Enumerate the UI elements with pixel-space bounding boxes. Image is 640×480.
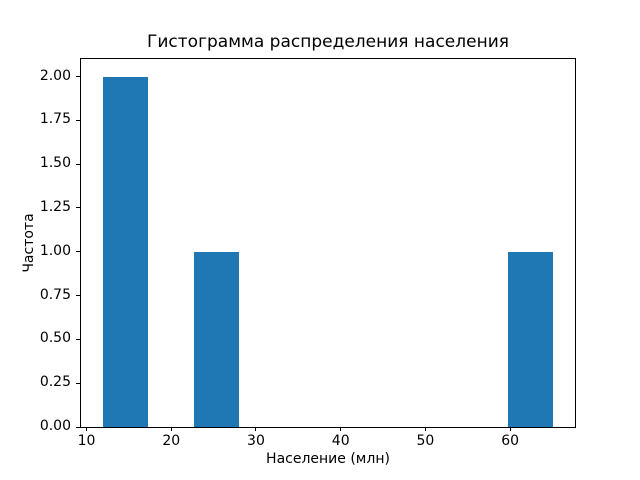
y-tick-label: 1.25 bbox=[39, 198, 71, 215]
y-tick-mark bbox=[76, 76, 80, 78]
y-tick-mark bbox=[76, 207, 80, 209]
y-tick-mark bbox=[76, 382, 80, 384]
y-tick-label: 0.75 bbox=[39, 286, 71, 303]
x-axis-label: Население (млн) bbox=[266, 451, 390, 467]
y-tick-label: 0.50 bbox=[39, 330, 71, 347]
histogram-bar bbox=[193, 251, 239, 427]
x-tick-mark bbox=[340, 427, 342, 431]
y-tick-label: 1.00 bbox=[39, 242, 71, 259]
y-tick-mark bbox=[76, 163, 80, 165]
x-tick-mark bbox=[170, 427, 172, 431]
x-tick-mark bbox=[86, 427, 87, 431]
chart-title: Гистограмма распределения населения bbox=[147, 32, 509, 52]
x-tick-label: 20 bbox=[162, 433, 181, 449]
plot-area: 10 20 30 40 50 60 0.00 0.25 0.50 0.75 1.00 1.25 1.50… bbox=[40, 58, 576, 449]
y-tick-label: 2.00 bbox=[39, 67, 71, 84]
y-tick-mark bbox=[76, 295, 80, 297]
y-tick-label: 1.50 bbox=[39, 155, 71, 172]
y-tick-mark bbox=[76, 338, 80, 340]
y-tick-mark bbox=[76, 426, 80, 428]
x-tick-mark bbox=[509, 427, 511, 431]
x-tick-mark bbox=[424, 427, 426, 431]
y-tick-mark bbox=[76, 119, 80, 121]
x-tick-label: 40 bbox=[331, 433, 350, 449]
x-tick-label: 30 bbox=[247, 433, 265, 449]
y-tick-label: 0.25 bbox=[39, 374, 71, 391]
y-tick-label: 1.75 bbox=[39, 111, 71, 128]
x-tick-mark bbox=[255, 427, 257, 431]
histogram-bar bbox=[507, 251, 553, 427]
y-tick-mark bbox=[76, 251, 80, 253]
x-tick-label: 50 bbox=[416, 433, 435, 449]
x-tick-label: 60 bbox=[501, 433, 520, 449]
y-tick-label: 0.00 bbox=[39, 418, 71, 434]
x-tick-label: 10 bbox=[77, 433, 96, 449]
histogram-bar bbox=[103, 76, 149, 427]
